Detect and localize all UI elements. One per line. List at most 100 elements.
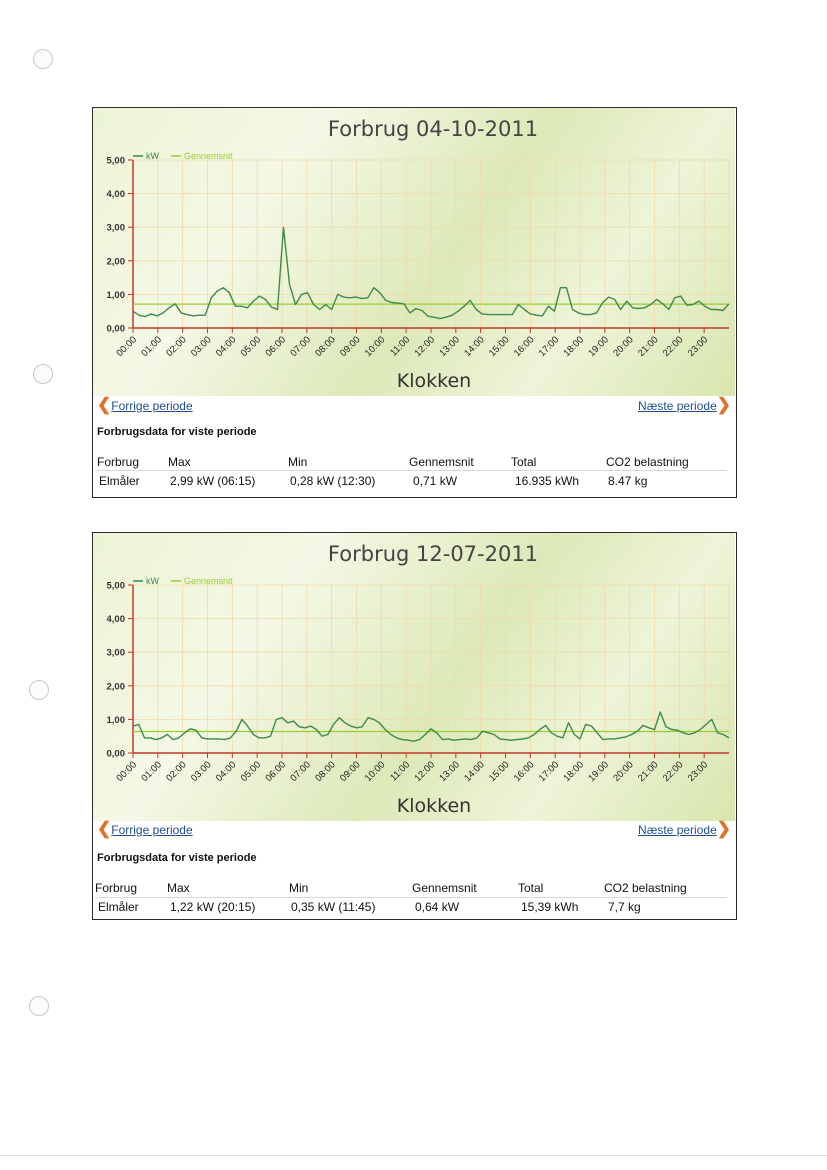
header-average: Gennemsnit bbox=[409, 455, 474, 469]
x-tick-label: 18:00 bbox=[562, 759, 587, 784]
chart-area: Forbrug 04-10-2011 kW Gennemsnit 0,00 1,00 2,… bbox=[93, 108, 735, 396]
chart-grid bbox=[132, 159, 730, 329]
previous-period-link[interactable]: ❮Forrige periode bbox=[97, 819, 193, 838]
x-tick-label: 04:00 bbox=[214, 759, 239, 784]
cell-meter: Elmåler bbox=[99, 474, 140, 488]
series-line-kw bbox=[132, 711, 730, 742]
x-tick-label: 03:00 bbox=[189, 334, 214, 359]
punch-hole-1 bbox=[33, 49, 53, 69]
header-forbrug: Forbrug bbox=[95, 881, 138, 895]
cell-max: 1,22 kW (20:15) bbox=[170, 900, 256, 914]
x-tick-label: 09:00 bbox=[338, 334, 363, 359]
x-tick-label: 19:00 bbox=[586, 334, 611, 359]
x-tick-label: 22:00 bbox=[661, 334, 686, 359]
x-tick-label: 20:00 bbox=[611, 334, 636, 359]
chevron-right-icon: ❯ bbox=[716, 395, 731, 414]
y-tick-label: 3,00 bbox=[107, 648, 126, 659]
y-tick-label: 1,00 bbox=[107, 715, 126, 726]
x-tick-label: 07:00 bbox=[288, 759, 313, 784]
cell-average: 0,71 kW bbox=[413, 474, 458, 488]
header-total: Total bbox=[518, 881, 544, 895]
x-tick-label: 21:00 bbox=[636, 334, 661, 359]
x-tick-label: 02:00 bbox=[164, 334, 189, 359]
x-axis-label: Klokken bbox=[397, 795, 471, 817]
x-tick-label: 14:00 bbox=[462, 759, 487, 784]
y-tick-label: 4,00 bbox=[107, 189, 126, 200]
y-tick-label: 4,00 bbox=[107, 614, 126, 625]
series-line-kw bbox=[132, 226, 730, 320]
x-tick-label: 15:00 bbox=[487, 759, 512, 784]
x-tick-label: 08:00 bbox=[313, 759, 338, 784]
y-tick-label: 5,00 bbox=[107, 581, 126, 592]
y-tick-label: 2,00 bbox=[107, 681, 126, 692]
x-tick-label: 00:00 bbox=[115, 334, 140, 359]
header-max: Max bbox=[168, 455, 191, 469]
x-tick-label: 23:00 bbox=[686, 334, 711, 359]
x-tick-label: 06:00 bbox=[264, 334, 289, 359]
y-tick-label: 2,00 bbox=[107, 256, 126, 267]
cell-total: 15,39 kWh bbox=[521, 900, 579, 914]
previous-period-label: Forrige periode bbox=[111, 823, 193, 837]
x-tick-label: 11:00 bbox=[388, 759, 412, 783]
x-tick-label: 22:00 bbox=[661, 759, 686, 784]
chart-area: Forbrug 12-07-2011 kW Gennemsnit 0,00 1,00 2,… bbox=[93, 533, 735, 821]
x-tick-label: 04:00 bbox=[214, 334, 239, 359]
previous-period-label: Forrige periode bbox=[111, 399, 193, 413]
x-tick-label: 00:00 bbox=[115, 759, 140, 784]
legend-kw-label: kW bbox=[146, 576, 160, 586]
section-title: Forbrugsdata for viste periode bbox=[97, 852, 257, 864]
x-tick-label: 17:00 bbox=[537, 759, 562, 784]
legend-kw-label: kW bbox=[146, 151, 160, 161]
x-tick-label: 01:00 bbox=[139, 334, 164, 359]
consumption-chart: Forbrug 12-07-2011 kW Gennemsnit 0,00 1,00 2,… bbox=[107, 542, 730, 817]
punch-hole-2 bbox=[33, 364, 53, 384]
table-divider bbox=[95, 897, 727, 898]
x-tick-label: 05:00 bbox=[239, 334, 264, 359]
x-tick-label: 20:00 bbox=[611, 759, 636, 784]
x-tick-label: 23:00 bbox=[686, 759, 711, 784]
cell-co2: 8.47 kg bbox=[608, 474, 648, 488]
header-co2: CO2 belastning bbox=[606, 455, 689, 469]
header-co2: CO2 belastning bbox=[604, 881, 687, 895]
cell-min: 0,28 kW (12:30) bbox=[290, 474, 376, 488]
cell-average: 0,64 kW bbox=[415, 900, 460, 914]
x-tick-label: 13:00 bbox=[437, 334, 462, 359]
consumption-panel-2: Forbrug 12-07-2011 kW Gennemsnit 0,00 1,00 2,… bbox=[92, 532, 737, 920]
x-tick-label: 12:00 bbox=[413, 759, 438, 784]
chevron-left-icon: ❮ bbox=[97, 395, 112, 414]
x-tick-label: 11:00 bbox=[388, 334, 412, 358]
header-forbrug: Forbrug bbox=[97, 455, 140, 469]
chevron-right-icon: ❯ bbox=[716, 819, 731, 838]
header-max: Max bbox=[167, 881, 190, 895]
punch-hole-4 bbox=[29, 996, 49, 1016]
next-period-label: Næste periode bbox=[638, 399, 717, 413]
x-tick-label: 18:00 bbox=[562, 334, 587, 359]
next-period-label: Næste periode bbox=[638, 823, 717, 837]
next-period-link[interactable]: Næste periode❯ bbox=[638, 395, 731, 414]
table-header-row: Forbrug Max Min Gennemsnit Total CO2 bel… bbox=[93, 880, 733, 896]
cell-min: 0,35 kW (11:45) bbox=[291, 900, 376, 914]
chevron-left-icon: ❮ bbox=[97, 819, 112, 838]
x-tick-label: 16:00 bbox=[512, 334, 537, 359]
x-tick-label: 19:00 bbox=[586, 759, 611, 784]
table-row: Elmåler 2,99 kW (06:15) 0,28 kW (12:30) … bbox=[93, 473, 733, 489]
previous-period-link[interactable]: ❮Forrige periode bbox=[97, 395, 193, 414]
x-tick-label: 10:00 bbox=[363, 759, 388, 784]
x-tick-label: 05:00 bbox=[239, 759, 264, 784]
cell-max: 2,99 kW (06:15) bbox=[170, 474, 256, 488]
x-tick-label: 10:00 bbox=[363, 334, 388, 359]
chart-title: Forbrug 04-10-2011 bbox=[328, 117, 538, 141]
cell-co2: 7,7 kg bbox=[608, 900, 641, 914]
table-header-row: Forbrug Max Min Gennemsnit Total CO2 bel… bbox=[93, 454, 733, 470]
table-divider bbox=[95, 470, 727, 471]
cell-meter: Elmåler bbox=[98, 900, 139, 914]
legend-average-label: Gennemsnit bbox=[184, 576, 233, 586]
chart-legend: kW Gennemsnit bbox=[133, 576, 233, 586]
next-period-link[interactable]: Næste periode❯ bbox=[638, 819, 731, 838]
header-min: Min bbox=[288, 455, 308, 469]
y-tick-label: 0,00 bbox=[107, 324, 126, 335]
punch-hole-3 bbox=[29, 680, 49, 700]
x-axis-label: Klokken bbox=[397, 370, 471, 392]
section-title: Forbrugsdata for viste periode bbox=[97, 426, 257, 438]
x-tick-label: 12:00 bbox=[413, 334, 438, 359]
